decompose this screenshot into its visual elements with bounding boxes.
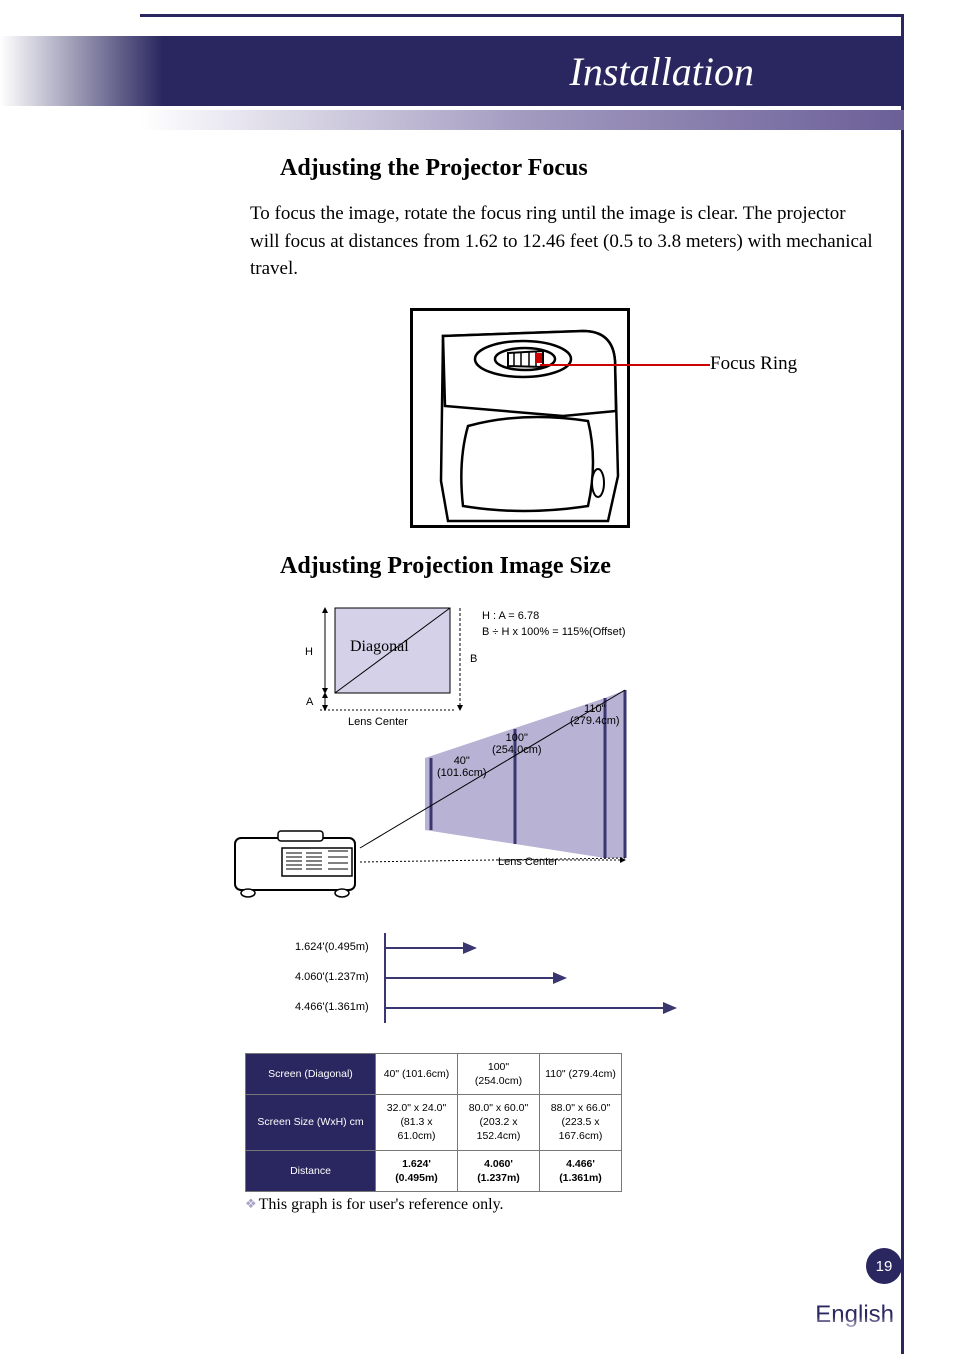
header-subbar <box>140 110 904 130</box>
screen-100: 100"(254.0cm) <box>492 732 542 756</box>
cell: 4.466' (1.361m) <box>540 1150 622 1191</box>
dist-label-2: 4.466'(1.361m) <box>295 1001 369 1013</box>
row-head-2: Distance <box>246 1150 376 1191</box>
table-row: Screen (Diagonal) 40" (101.6cm) 100" (25… <box>246 1053 622 1094</box>
reference-note: ❖This graph is for user's reference only… <box>245 1196 874 1214</box>
page-border-right <box>901 14 904 1354</box>
focus-ring-label: Focus Ring <box>710 353 797 375</box>
cell: 88.0" x 66.0"(223.5 x 167.6cm) <box>540 1094 622 1150</box>
focus-figure: Focus Ring <box>250 308 874 538</box>
page-number: 19 <box>866 1248 902 1284</box>
dist-label-1: 4.060'(1.237m) <box>295 971 369 983</box>
section1-heading: Adjusting the Projector Focus <box>280 155 874 182</box>
table-row: Screen Size (WxH) cm 32.0" x 24.0"(81.3 … <box>246 1094 622 1150</box>
dist-label-0: 1.624'(0.495m) <box>295 941 369 953</box>
table-row: Distance 1.624' (0.495m) 4.060' (1.237m)… <box>246 1150 622 1191</box>
screen-40: 40"(101.6cm) <box>437 755 487 779</box>
language-label: English <box>815 1301 894 1329</box>
header-banner: Installation <box>0 36 904 106</box>
cell: 4.060' (1.237m) <box>458 1150 540 1191</box>
row-head-1: Screen Size (WxH) cm <box>246 1094 376 1150</box>
content-area: Adjusting the Projector Focus To focus t… <box>250 145 874 1214</box>
section1-body: To focus the image, rotate the focus rin… <box>250 200 874 283</box>
page-border-top <box>140 14 904 17</box>
label-A: A <box>306 696 313 708</box>
distance-diagram: 1.624'(0.495m) 4.060'(1.237m) 4.466'(1.3… <box>280 933 874 1028</box>
projection-table: Screen (Diagonal) 40" (101.6cm) 100" (25… <box>245 1053 622 1192</box>
formula1: H : A = 6.78 <box>482 610 539 622</box>
label-B: B <box>470 653 477 665</box>
cell: 40" (101.6cm) <box>376 1053 458 1094</box>
label-diagonal: Diagonal <box>350 638 409 656</box>
formula2: B ÷ H x 100% = 115%(Offset) <box>482 626 626 638</box>
screen-110: 110"(279.4cm) <box>570 703 620 727</box>
projection-diagram: H A B Diagonal H : A = 6.78 B ÷ H x 100%… <box>230 598 874 928</box>
section2-heading: Adjusting Projection Image Size <box>280 553 874 580</box>
header-title: Installation <box>570 48 754 95</box>
label-H: H <box>305 646 313 658</box>
lens-center-1: Lens Center <box>348 716 408 728</box>
cell: 110" (279.4cm) <box>540 1053 622 1094</box>
diamond-bullet-icon: ❖ <box>245 1196 257 1211</box>
cell: 80.0" x 60.0"(203.2 x 152.4cm) <box>458 1094 540 1150</box>
cell: 100" (254.0cm) <box>458 1053 540 1094</box>
lens-center-2: Lens Center <box>498 856 558 868</box>
cell: 32.0" x 24.0"(81.3 x 61.0cm) <box>376 1094 458 1150</box>
cell: 1.624' (0.495m) <box>376 1150 458 1191</box>
row-head-0: Screen (Diagonal) <box>246 1053 376 1094</box>
focus-ring-illustration <box>410 308 630 528</box>
focus-callout-line <box>540 364 710 366</box>
